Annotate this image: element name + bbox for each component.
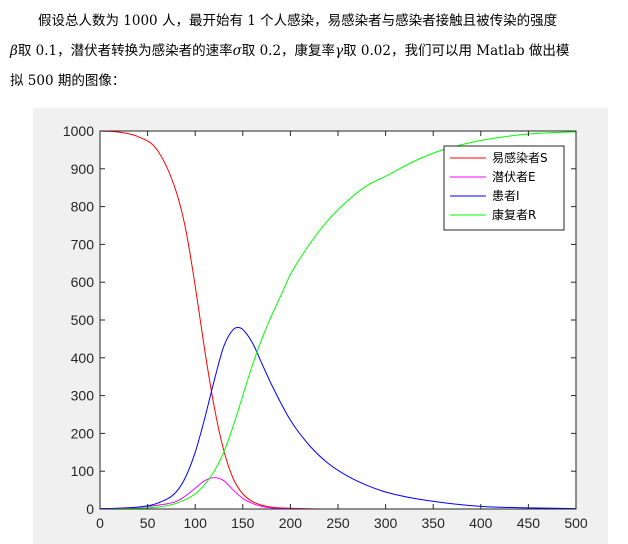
legend-label-2: 患者I — [492, 189, 520, 203]
intro-paragraph: 假设总人数为 1000 人，最开始有 1 个人感染，易感染者与感染者接触且被传染… — [10, 6, 622, 96]
x-tick-label: 50 — [140, 515, 156, 531]
x-tick-label: 250 — [326, 515, 350, 531]
x-tick-label: 350 — [422, 515, 446, 531]
series-line-2 — [99, 327, 577, 510]
x-tick-label: 300 — [374, 515, 398, 531]
x-tick-label: 0 — [96, 515, 104, 531]
paragraph-line-3: 拟 500 期的图像： — [10, 73, 126, 89]
beta-symbol: β — [10, 43, 18, 59]
axes-layer: 0 50 100 150 200 250 300 350 400 450 500 0 100 200 300… — [63, 123, 588, 531]
paragraph-line-2-part-c: 取 0.02，我们可以用 Matlab 做出模 — [343, 43, 570, 59]
y-tick-label: 400 — [71, 350, 95, 366]
legend-label-3: 康复者R — [492, 207, 536, 222]
y-tick-label: 900 — [71, 161, 95, 177]
x-tick-label: 450 — [517, 515, 541, 531]
paragraph-line-2-part-a: 取 0.1，潜伏者转换为感染者的速率 — [17, 43, 233, 59]
legend-label-1: 潜伏者E — [492, 170, 536, 184]
y-tick-label: 300 — [71, 388, 95, 404]
x-tick-label: 200 — [279, 515, 303, 531]
paragraph-line-2: β取 0.1，潜伏者转换为感染者的速率σ取 0.2，康复率γ取 0.02，我们可… — [10, 36, 622, 66]
y-tick-label: 500 — [71, 312, 95, 328]
y-tick-label: 1000 — [63, 123, 94, 139]
y-tick-label: 800 — [71, 199, 95, 215]
x-tick-label: 400 — [469, 515, 493, 531]
x-tick-label: 100 — [184, 515, 208, 531]
paragraph-line-1: 假设总人数为 1000 人，最开始有 1 个人感染，易感染者与感染者接触且被传染… — [38, 13, 558, 29]
y-tick-label: 0 — [86, 501, 94, 517]
legend-label-0: 易感染者S — [492, 150, 548, 165]
y-tick-label: 200 — [71, 425, 95, 441]
paragraph-line-2-part-b: 取 0.2，康复率 — [241, 43, 336, 59]
y-tick-label: 100 — [71, 463, 95, 479]
x-tick-label: 150 — [231, 515, 255, 531]
legend-box — [443, 145, 565, 231]
x-tick-label: 500 — [564, 515, 588, 531]
gamma-symbol: γ — [335, 43, 344, 59]
sigma-symbol: σ — [232, 43, 242, 59]
series-line-3 — [99, 131, 577, 510]
y-tick-label: 700 — [71, 236, 95, 252]
legend: 易感染者S 潜伏者E 患者I 康复者R — [443, 145, 565, 231]
y-tick-label: 600 — [71, 274, 95, 290]
